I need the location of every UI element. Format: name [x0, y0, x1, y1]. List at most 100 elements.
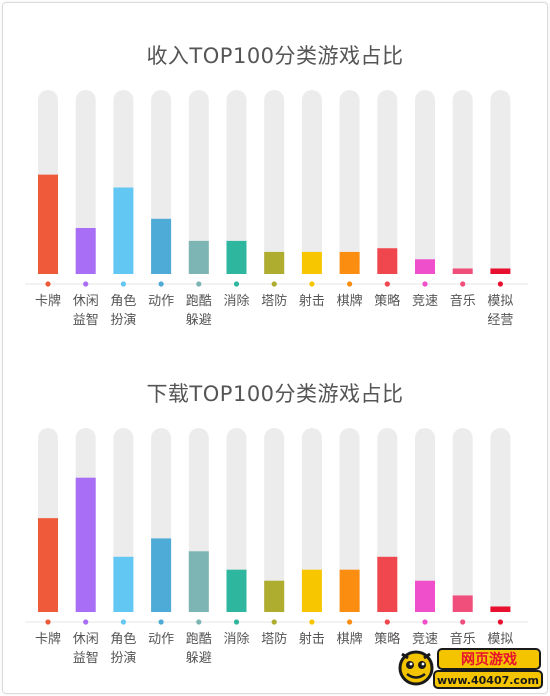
category-label: 音乐: [450, 631, 476, 647]
bar-3: [151, 538, 172, 612]
category-label: 动作: [148, 294, 174, 309]
category-dot: [347, 619, 353, 625]
category-label: 音乐: [450, 293, 476, 309]
category-label: 塔防: [261, 293, 287, 309]
bar-2: [113, 187, 134, 274]
category-label: 经营: [487, 313, 513, 328]
category-label: 策略: [374, 293, 400, 309]
site-logo-watermark: 网页游戏 www.40407.com: [398, 648, 543, 689]
category-label: 益智: [73, 651, 99, 666]
category-label: 休闲: [73, 294, 99, 309]
bar-9: [377, 556, 398, 612]
bar-track: [226, 90, 247, 274]
category-dot: [497, 281, 503, 287]
category-dot: [271, 281, 277, 287]
bar-9: [377, 248, 398, 274]
category-dot: [45, 281, 51, 287]
bar-6: [264, 580, 285, 612]
category-dot: [384, 281, 390, 287]
bar-track: [490, 428, 511, 612]
category-label: 跑酷: [186, 294, 212, 309]
chart-title-downloads: 下载TOP100分类游戏占比: [146, 382, 404, 406]
bar-track: [490, 90, 511, 274]
bar-0: [38, 174, 58, 274]
category-dot: [120, 281, 126, 287]
category-label: 塔防: [261, 631, 287, 647]
bar-10: [415, 259, 435, 274]
category-label: 消除: [223, 632, 249, 647]
bar-track: [377, 90, 398, 274]
mascot-icon: [398, 650, 434, 686]
bar-7: [301, 569, 322, 612]
bar-7: [301, 251, 322, 274]
bar-track: [452, 428, 473, 612]
category-dot: [196, 619, 202, 625]
bar-10: [415, 580, 435, 612]
category-label: 扮演: [110, 312, 136, 328]
bar-track: [452, 90, 473, 274]
category-dot: [233, 619, 240, 625]
category-dot: [422, 619, 428, 625]
category-label: 策略: [374, 631, 400, 647]
category-dot: [158, 619, 164, 625]
category-dot: [309, 281, 315, 287]
bar-8: [339, 569, 360, 612]
bar-0: [38, 518, 58, 612]
category-label: 躲避: [186, 650, 212, 666]
bar-8: [339, 251, 360, 274]
category-dot: [120, 619, 126, 625]
bar-5: [226, 569, 247, 612]
category-dot: [196, 281, 202, 287]
category-label: 角色: [110, 631, 136, 647]
bar-track: [301, 90, 322, 274]
bar-track: [339, 428, 360, 612]
category-dot: [158, 281, 164, 287]
category-dot: [422, 281, 428, 287]
category-label: 角色: [110, 293, 136, 309]
category-label: 动作: [148, 632, 174, 647]
bar-track: [264, 428, 285, 612]
category-dot: [347, 281, 353, 287]
bar-12: [490, 606, 511, 612]
bar-11: [452, 595, 473, 612]
category-label: 竞速: [412, 631, 438, 647]
category-label: 扮演: [110, 650, 136, 666]
category-dot: [83, 281, 89, 287]
category-dot: [460, 281, 466, 287]
bar-4: [188, 240, 209, 274]
category-label: 射击: [299, 293, 325, 309]
bar-6: [264, 251, 285, 274]
logo-title: 网页游戏: [461, 651, 517, 668]
category-label: 躲避: [186, 312, 212, 328]
bar-5: [226, 240, 247, 274]
category-dot: [309, 619, 315, 625]
bar-1: [75, 228, 96, 274]
category-label: 射击: [299, 631, 325, 647]
category-label: 模拟: [487, 294, 513, 309]
bar-track: [415, 90, 435, 274]
bar-track: [226, 428, 247, 612]
bar-3: [151, 218, 172, 274]
category-label: 竞速: [412, 293, 438, 309]
category-dot: [384, 619, 390, 625]
bar-1: [75, 477, 96, 612]
bar-track: [339, 90, 360, 274]
category-label: 卡牌: [35, 293, 61, 309]
category-label: 休闲: [73, 632, 99, 647]
category-dot: [45, 619, 51, 625]
category-label: 棋牌: [337, 631, 363, 647]
chart-title-revenue: 收入TOP100分类游戏占比: [146, 44, 404, 68]
bar-track: [415, 428, 435, 612]
bar-4: [188, 551, 209, 612]
category-label: 益智: [73, 313, 99, 328]
category-dot: [497, 619, 503, 625]
bar-track: [264, 90, 285, 274]
category-dot: [233, 281, 240, 287]
bar-2: [113, 556, 134, 612]
category-label: 模拟: [487, 632, 513, 647]
bar-11: [452, 268, 473, 274]
category-dot: [271, 619, 277, 625]
category-label: 卡牌: [35, 631, 61, 647]
